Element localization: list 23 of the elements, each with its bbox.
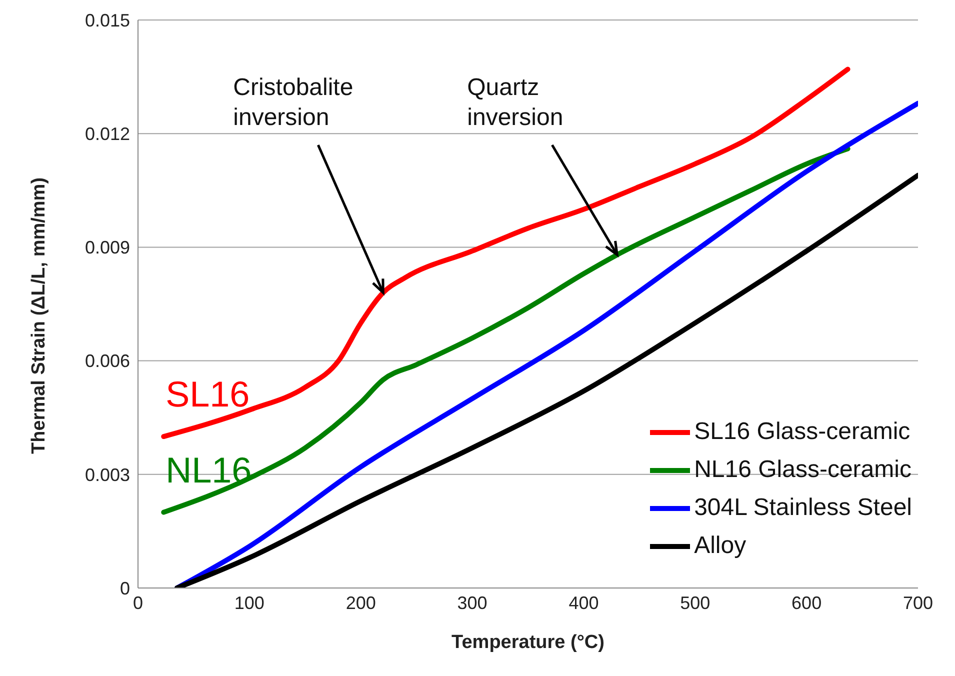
legend-label: Alloy bbox=[694, 531, 746, 561]
y-tick-label: 0.003 bbox=[84, 464, 130, 485]
annotation: SL16 bbox=[166, 374, 250, 415]
x-tick-label: 400 bbox=[568, 592, 599, 613]
y-tick-label: 0.009 bbox=[84, 238, 130, 258]
annotation: Quartz inversion bbox=[467, 74, 564, 131]
x-tick-label: 500 bbox=[680, 592, 710, 613]
annotation: Cristobalite inversion bbox=[233, 74, 354, 131]
x-axis-title: Temperature (°C) bbox=[452, 632, 604, 653]
x-tick-label: 300 bbox=[457, 592, 488, 613]
y-tick-label: 0.015 bbox=[84, 10, 130, 30]
legend-label: NL16 Glass-ceramic bbox=[694, 455, 912, 485]
legend-label: SL16 Glass-ceramic bbox=[694, 417, 910, 447]
y-tick-label: 0.006 bbox=[84, 351, 130, 372]
legend-label: 304L Stainless Steel bbox=[694, 493, 912, 523]
x-tick-label: 0 bbox=[132, 592, 144, 613]
y-axis-title: Thermal Strain (ΔL/L, mm/mm) bbox=[28, 177, 50, 454]
y-tick-label: 0.012 bbox=[84, 124, 130, 144]
x-tick-label: 600 bbox=[792, 592, 822, 613]
x-tick-label: 700 bbox=[902, 592, 934, 613]
y-tick-label: 0 bbox=[120, 578, 130, 598]
x-tick-label: 200 bbox=[346, 592, 376, 613]
x-tick-label: 100 bbox=[234, 592, 264, 613]
